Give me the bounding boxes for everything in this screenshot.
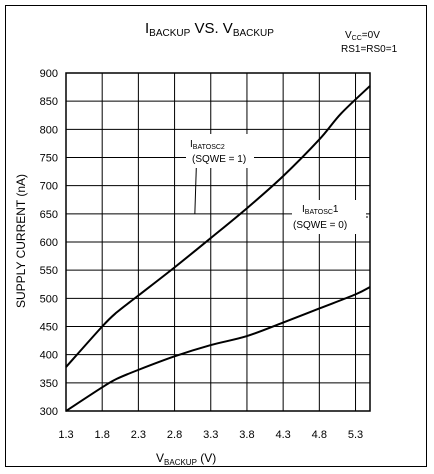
x-tick-label: 1.3 [58, 429, 73, 441]
series-line-i-batosc1 [65, 286, 371, 412]
x-tick-label: 1.8 [95, 429, 110, 441]
chart-title: IBACKUP VS. VBACKUP [145, 20, 274, 39]
x-tick-label: 5.3 [348, 429, 363, 441]
y-tick-label: 800 [40, 124, 58, 136]
series-label-batosc1-name: IBATOSC1 [302, 204, 339, 216]
y-tick-label: 900 [40, 68, 58, 80]
y-tick-label: 600 [40, 237, 58, 249]
y-tick-label: 500 [40, 293, 58, 305]
tick-labels: 1.3 1.8 2.3 2.8 3.3 3.8 4.3 4.8 5.3 900 850 800 750 7… [40, 68, 364, 441]
series-label-batosc1: IBATOSC1 (SQWE = 0) [292, 200, 366, 234]
y-tick-label: 400 [40, 350, 58, 362]
y-tick-label: 550 [40, 265, 58, 277]
plot-area-border [65, 72, 371, 412]
chart-frame [5, 5, 427, 467]
y-tick-label: 850 [40, 96, 58, 108]
x-tick-label: 2.3 [131, 429, 146, 441]
y-tick-label: 700 [40, 181, 58, 193]
y-tick-label: 650 [40, 209, 58, 221]
grid [65, 72, 371, 412]
series-label-batosc2-note: (SQWE = 1) [192, 154, 246, 165]
x-tick-label: 2.8 [167, 429, 182, 441]
y-tick-label: 300 [40, 406, 58, 418]
y-axis-label: SUPPLY CURRENT (nA) [14, 174, 28, 308]
series [65, 85, 371, 412]
condition-rs: RS1=RS0=1 [341, 44, 398, 55]
series-line-i-batosc2 [65, 85, 371, 368]
series-label-background [292, 200, 366, 234]
series-label-batosc2: IBATOSC2 (SQWE = 1) [186, 134, 254, 168]
series-label-batosc2-name: IBATOSC2 [190, 139, 225, 151]
series-label-background [186, 134, 254, 168]
x-tick-label: 3.3 [203, 429, 218, 441]
condition-vcc: VCC=0V [345, 30, 380, 42]
x-axis-label: VBACKUP (V) [156, 451, 216, 467]
y-tick-label: 350 [40, 378, 58, 390]
series-label-batosc1-note: (SQWE = 0) [293, 220, 347, 231]
x-tick-label: 4.3 [275, 429, 290, 441]
x-tick-label: 3.8 [239, 429, 254, 441]
y-tick-label: 750 [40, 153, 58, 165]
x-tick-label: 4.8 [312, 429, 327, 441]
y-tick-label: 450 [40, 322, 58, 334]
series-label-leader [194, 167, 197, 214]
